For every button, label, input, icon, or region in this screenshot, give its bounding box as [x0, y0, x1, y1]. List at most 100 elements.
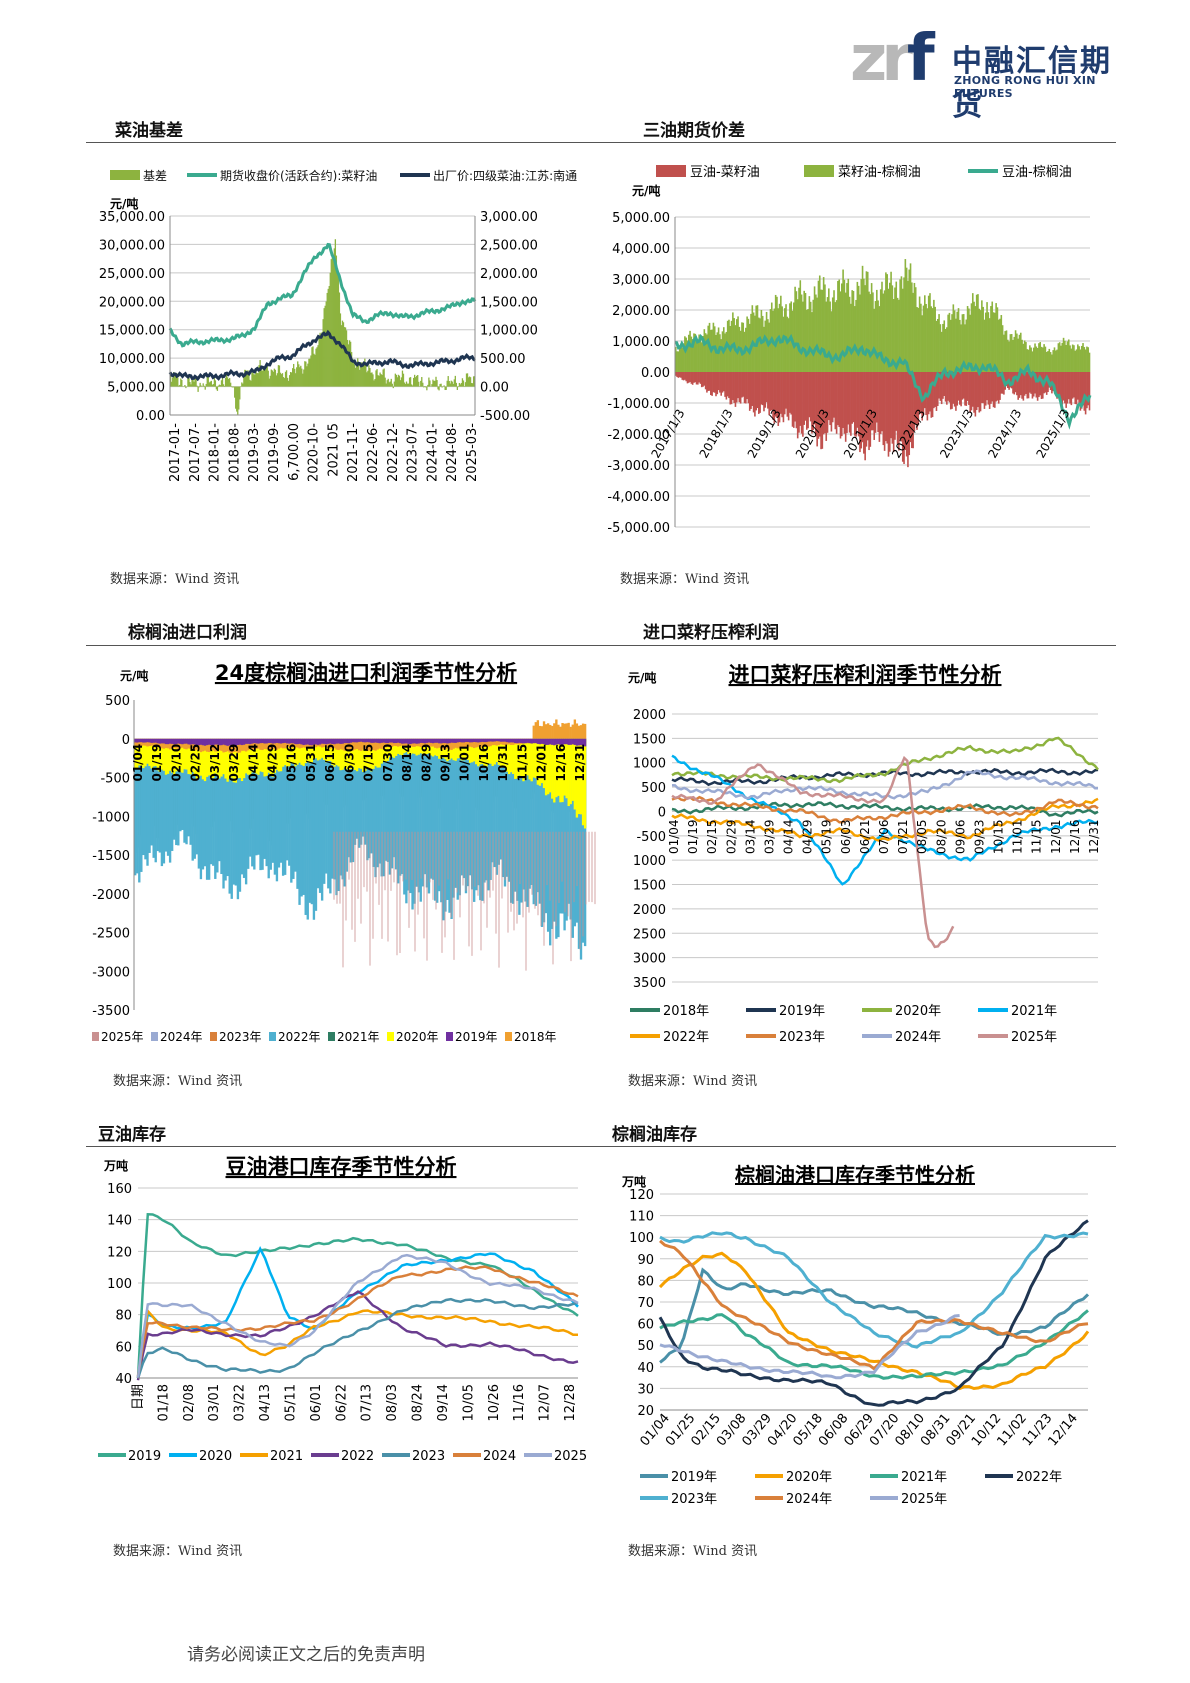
profit-bar-2019年 [360, 738, 363, 742]
x-tick-label: 07/06 [877, 819, 891, 854]
chart-palm-import-profit: 24度棕榈油进口利润季节性分析元/吨5000-500-1000-1500-200… [92, 661, 596, 1044]
spread-bar-rape-palm [826, 297, 829, 372]
spread-bar-soy-rape [968, 372, 970, 405]
basis-bar [267, 370, 269, 387]
spread-bar-rape-palm [864, 285, 866, 372]
spread-bar-rape-palm [850, 303, 852, 372]
profit-bar-2019年 [224, 738, 227, 746]
profit-bar-2020年 [144, 738, 147, 767]
spread-bar-rape-palm [984, 312, 987, 372]
profit-bar-2022年 [337, 738, 340, 892]
basis-bar [313, 353, 315, 387]
profit-bar-2022年 [234, 738, 238, 886]
profit-bar-2019年 [378, 738, 381, 744]
basis-bar [295, 373, 297, 387]
profit-bar-2018年 [224, 738, 227, 752]
basis-bar [286, 377, 289, 387]
profit-bar-2020年 [495, 738, 498, 763]
basis-bar [469, 377, 472, 387]
profit-bar-2020年 [300, 738, 303, 765]
basis-bar [198, 386, 200, 388]
basis-bar [216, 386, 219, 391]
profit-bar-2019年 [238, 738, 242, 745]
profit-bar-2019年 [520, 738, 523, 743]
spread-bar-soy-rape [1018, 372, 1021, 398]
spread-bar-rape-palm [909, 263, 912, 372]
profit-bar-2020年 [226, 738, 229, 782]
profit-bar-2018年 [483, 738, 486, 747]
profit-bar-2018年 [384, 738, 388, 748]
profit-bar-2019年 [436, 738, 439, 743]
spread-bar-rape-palm [943, 320, 946, 372]
spread-bar-rape-palm [929, 293, 931, 372]
basis-bar [331, 256, 333, 387]
spread-bar-rape-palm [988, 318, 991, 372]
spread-bar-soy-rape [899, 372, 901, 439]
basis-bar [262, 368, 264, 387]
profit-bar-2020年 [384, 738, 388, 763]
spread-bar-soy-rape [754, 372, 756, 417]
spread-bar-rape-palm [1053, 347, 1056, 372]
spread-bar-rape-palm [1062, 337, 1065, 372]
profit-bar-2019年 [162, 738, 166, 744]
profit-bar-2019年 [501, 738, 505, 742]
basis-bar [312, 346, 314, 387]
profit-bar-2022年 [191, 738, 194, 861]
x-tick-label: 01/04 [131, 744, 145, 782]
basis-bar [248, 371, 250, 387]
spread-bar-rape-palm [833, 290, 835, 372]
legend-swatch [656, 165, 686, 177]
spread-bar-soy-rape [922, 372, 925, 415]
spread-bar-soy-rape [1070, 372, 1073, 406]
profit-bar-2020年 [390, 738, 394, 757]
spread-bar-rape-palm [1001, 325, 1004, 372]
basis-bar [389, 381, 391, 387]
x-tick-label: 02/10 [169, 744, 183, 782]
profit-bar-2020年 [214, 738, 217, 774]
spread-bar-rape-palm [1060, 345, 1062, 372]
profit-bar-2019年 [581, 738, 585, 746]
basis-bar [316, 347, 318, 387]
x-tick-label: 2018-08- [227, 423, 242, 482]
spread-bar-rape-palm [852, 290, 855, 372]
x-tick-label: 12/16 [554, 744, 568, 782]
spread-bar-rape-palm [1052, 350, 1054, 372]
section-title-5: 豆油库存 [98, 1125, 166, 1145]
basis-bar [220, 380, 223, 387]
spread-bar-soy-rape [996, 372, 999, 401]
profit-bar-2020年 [518, 738, 521, 776]
profit-bar-2018年 [540, 726, 544, 739]
spread-bar-rape-palm [856, 281, 859, 372]
basis-bar [241, 382, 243, 387]
spread-bar-rape-palm [883, 290, 886, 372]
spread-bar-soy-rape [713, 372, 716, 393]
spread-bar-rape-palm [934, 306, 936, 372]
basis-bar [350, 352, 353, 387]
profit-bar-2022年 [240, 738, 244, 875]
spread-bar-soy-rape [686, 372, 689, 384]
spread-bar-soy-rape [953, 372, 956, 407]
profit-bar-2022年 [355, 738, 359, 839]
profit-bar-2018年 [228, 738, 231, 753]
profit-bar-2019年 [257, 738, 260, 744]
profit-bar-2020年 [210, 738, 213, 779]
profit-bar-2022年 [177, 738, 180, 846]
profit-bar-2019年 [401, 738, 404, 744]
profit-bar-2020年 [279, 738, 283, 772]
profit-bar-2020年 [565, 738, 568, 799]
profit-bar-2019年 [314, 738, 318, 745]
profit-bar-2018年 [216, 738, 219, 752]
profit-bar-2019年 [199, 738, 203, 745]
spread-bar-rape-palm [1047, 351, 1049, 372]
spread-bar-soy-rape [772, 372, 774, 420]
spread-bar-rape-palm [800, 294, 803, 372]
basis-bar [224, 377, 227, 387]
basis-bar [361, 362, 363, 387]
profit-bar-2020年 [557, 738, 560, 796]
basis-bar [368, 365, 370, 387]
spread-bar-soy-rape [1052, 372, 1054, 392]
chart-three-oils-spread: 豆油-菜籽油 菜籽油-棕榈油 豆油-棕榈油元/吨5,000.004,000.003,… [607, 165, 1092, 536]
profit-bar-2018年 [335, 738, 338, 750]
profit-bar-2020年 [549, 738, 552, 793]
spread-bar-soy-rape [1080, 372, 1083, 409]
